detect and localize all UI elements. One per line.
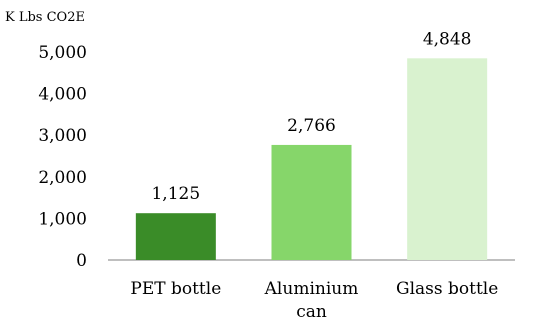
data-label: 4,848 [423, 29, 472, 49]
y-tick-label: 1,000 [38, 209, 87, 229]
data-label: 2,766 [287, 116, 336, 136]
x-tick-label-line: Aluminium [264, 279, 359, 299]
bars-group [135, 58, 488, 261]
y-axis-unit-label: K Lbs CO2E [5, 10, 85, 25]
y-tick-label: 0 [76, 251, 87, 271]
y-tick-label: 3,000 [38, 126, 87, 146]
x-tick-label: Aluminium can [264, 279, 359, 322]
bar [271, 144, 352, 260]
y-tick-label: 4,000 [38, 85, 87, 105]
y-tick-label: 5,000 [38, 43, 87, 63]
bar [135, 213, 216, 260]
y-tick-label: 2,000 [38, 168, 87, 188]
data-labels-group: 1,125 2,766 4,848 [151, 29, 471, 204]
x-axis: PET bottle Aluminium can Glass bottle [130, 279, 498, 322]
y-axis: 0 1,000 2,000 3,000 4,000 5,000 [38, 43, 87, 271]
x-tick-label-line: can [296, 302, 327, 322]
x-tick-label: PET bottle [130, 279, 221, 299]
x-tick-label-line: PET bottle [130, 279, 221, 299]
data-label: 1,125 [151, 184, 200, 204]
x-tick-label-line: Glass bottle [396, 279, 498, 299]
bar [407, 58, 488, 261]
x-tick-label: Glass bottle [396, 279, 498, 299]
